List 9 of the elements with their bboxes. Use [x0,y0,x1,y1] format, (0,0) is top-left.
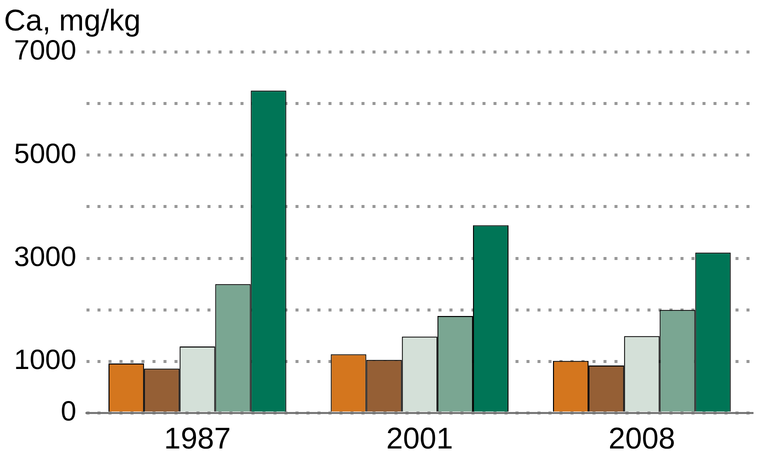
chart-title: Ca, mg/kg [4,4,141,38]
x-tick-label: 2001 [386,422,454,456]
y-tick-label: 7000 [14,34,76,66]
y-tick-label: 5000 [14,138,76,169]
y-tick-label: 0 [60,396,76,427]
y-tick-label: 3000 [14,241,76,272]
x-tick-label: 1987 [164,422,231,456]
y-tick-label: 1000 [14,344,76,376]
x-tick-label: 2008 [608,422,676,456]
